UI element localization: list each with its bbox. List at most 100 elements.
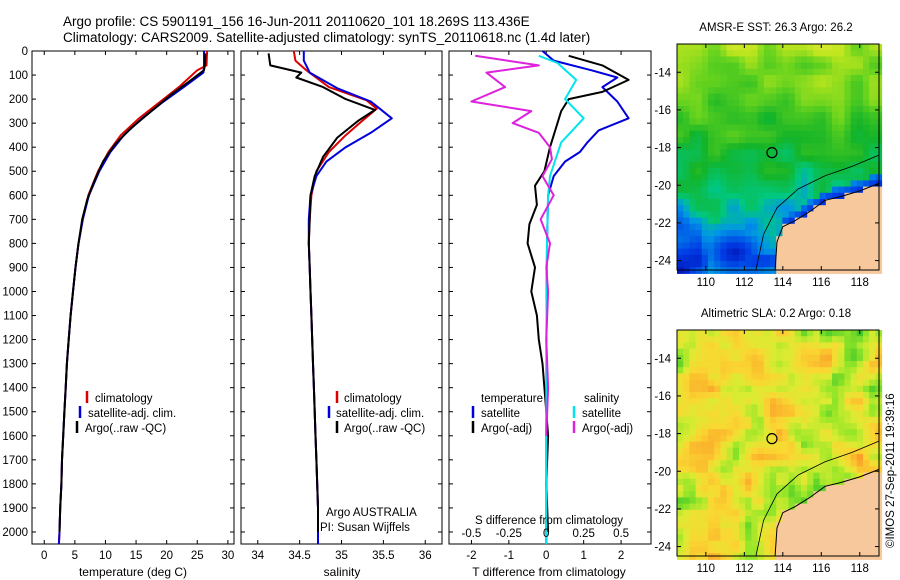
ocean-cell [751, 230, 759, 237]
ocean-cell [850, 93, 858, 101]
ocean-cell [819, 441, 827, 449]
ocean-cell [763, 330, 771, 337]
land-cell [869, 254, 876, 262]
ocean-cell [763, 124, 771, 132]
ocean-cell [689, 348, 697, 356]
ocean-cell [794, 398, 802, 405]
ocean-cell [739, 118, 746, 126]
ocean-cell [813, 56, 821, 64]
ocean-cell [751, 56, 759, 64]
ocean-cell [689, 373, 697, 381]
ocean-cell [763, 547, 771, 554]
ocean-cell [701, 143, 709, 150]
ocean-cell [856, 466, 864, 474]
ocean-cell [770, 161, 777, 169]
ocean-cell [689, 478, 697, 486]
ocean-cell [850, 50, 858, 57]
ocean-cell [850, 137, 858, 144]
ocean-cell [832, 336, 839, 343]
ocean-cell [732, 379, 740, 387]
ocean-cell [689, 385, 697, 393]
ocean-cell [807, 199, 814, 206]
ocean-cell [770, 124, 777, 132]
ocean-cell [863, 137, 870, 144]
temperature-plot: 0 5 10 15 20 25 30 [41, 50, 234, 562]
ocean-cell [763, 168, 771, 175]
ocean-cell [739, 254, 746, 262]
ocean-cell [714, 342, 721, 350]
ocean-cell [683, 93, 690, 101]
ocean-cell [838, 466, 845, 474]
ocean-cell [683, 385, 690, 393]
ocean-cell [819, 398, 827, 405]
land-cell [825, 491, 833, 498]
ocean-cell [695, 217, 703, 225]
ocean-cell [683, 534, 690, 542]
ocean-cell [863, 124, 870, 132]
ocean-cell [751, 99, 759, 107]
ocean-cell [683, 522, 690, 529]
ocean-cell [751, 180, 759, 188]
ocean-cell [683, 342, 690, 350]
ocean-cell [720, 516, 728, 523]
ocean-cell [726, 254, 734, 262]
ocean-cell [844, 124, 852, 132]
ocean-cell [819, 466, 827, 474]
ocean-cell [695, 99, 703, 107]
ocean-cell [801, 392, 808, 399]
ocean-cell [720, 168, 728, 175]
ocean-cell [677, 478, 684, 486]
ocean-cell [726, 186, 734, 194]
land-cell [850, 236, 858, 243]
ocean-cell [708, 460, 715, 467]
land-cell [825, 211, 833, 219]
ocean-cell [776, 112, 783, 119]
ocean-cell [720, 112, 728, 119]
ocean-cell [856, 143, 864, 150]
ocean-cell [807, 472, 814, 480]
ocean-cell [726, 130, 734, 138]
ocean-cell [856, 118, 864, 126]
ocean-cell [757, 112, 765, 119]
ocean-cell [677, 441, 684, 449]
land-cell [819, 509, 827, 517]
ocean-cell [739, 155, 746, 163]
ocean-cell [819, 62, 827, 70]
ocean-cell [739, 478, 746, 486]
ocean-cell [708, 447, 715, 455]
ocean-cell [850, 75, 858, 82]
ocean-cell [850, 149, 858, 157]
ocean-cell [782, 44, 790, 51]
ocean-cell [869, 354, 876, 362]
ocean-cell [850, 124, 858, 132]
ocean-cell [695, 62, 703, 70]
ocean-cell [739, 186, 746, 194]
ocean-cell [708, 124, 715, 132]
ocean-cell [825, 75, 833, 82]
ocean-cell [751, 174, 759, 181]
ocean-cell [763, 261, 771, 268]
lon-tick-label: 116 [812, 563, 830, 575]
land-cell [850, 211, 858, 219]
land-cell [869, 472, 876, 480]
ocean-cell [745, 75, 752, 82]
ocean-cell [714, 168, 721, 175]
ocean-cell [825, 118, 833, 126]
ocean-cell [869, 124, 876, 132]
isobath-line [755, 154, 880, 271]
lat-tick-label: -22 [654, 218, 671, 230]
ocean-cell [782, 124, 790, 132]
ocean-cell [695, 242, 703, 250]
ocean-cell [794, 410, 802, 418]
ocean-cell [807, 44, 814, 51]
ocean-cell [695, 112, 703, 119]
ocean-cell [732, 429, 740, 436]
ocean-cell [813, 385, 821, 393]
ocean-cell [819, 447, 827, 455]
ocean-cell [714, 174, 721, 181]
ocean-cell [813, 404, 821, 412]
ocean-cell [763, 553, 771, 560]
ocean-cell [714, 534, 721, 542]
ocean-cell [695, 44, 703, 51]
land-cell [782, 534, 790, 542]
